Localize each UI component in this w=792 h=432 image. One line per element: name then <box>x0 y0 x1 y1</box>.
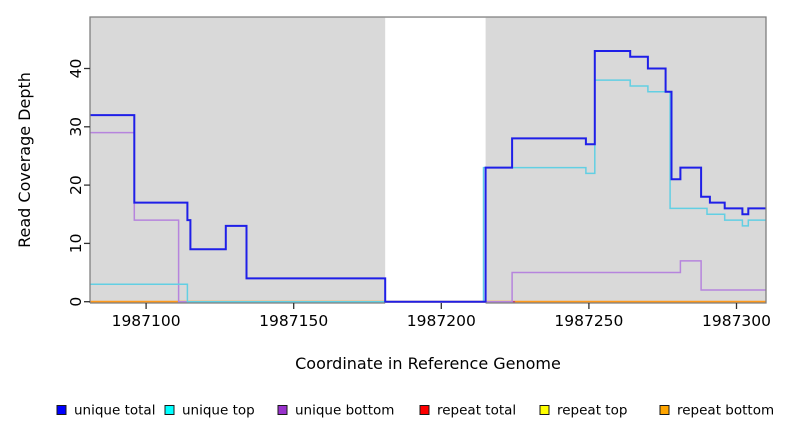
legend-item-repeat-bottom: repeat bottom <box>659 403 774 419</box>
repeat-bottom-swatch-icon <box>659 405 670 415</box>
deletion-gap-band <box>385 17 486 304</box>
repeat-total-swatch-icon <box>419 405 430 415</box>
plot-border <box>89 16 767 304</box>
legend-label: repeat total <box>437 403 516 419</box>
legend-label: unique bottom <box>295 403 394 419</box>
repeat-top-swatch-icon <box>539 405 550 415</box>
legend-label: unique total <box>74 403 155 419</box>
unique-total-line <box>90 50 766 303</box>
legend-item-unique-bottom: unique bottom <box>277 403 394 419</box>
legend-label: repeat bottom <box>677 403 774 419</box>
y-tick-label: 40 <box>67 59 85 79</box>
series-layer <box>90 50 766 303</box>
y-tick-label: 0 <box>67 297 85 307</box>
x-tick-label: 1987300 <box>702 312 771 330</box>
unique-top-line <box>90 79 766 303</box>
x-tick-label: 1987150 <box>259 312 328 330</box>
legend-item-repeat-top: repeat top <box>539 403 627 419</box>
legend-item-unique-top: unique top <box>164 403 255 419</box>
unique-total-swatch-icon <box>56 405 67 415</box>
legend-item-repeat-total: repeat total <box>419 403 516 419</box>
legend-label: repeat top <box>557 403 627 419</box>
x-axis-label: Coordinate in Reference Genome <box>295 354 561 373</box>
y-axis-label: Read Coverage Depth <box>15 72 34 248</box>
x-tick-label: 1987200 <box>407 312 476 330</box>
x-tick-label: 1987100 <box>112 312 181 330</box>
legend-label: unique top <box>182 403 255 419</box>
x-tick-label: 1987250 <box>554 312 623 330</box>
y-tick-label: 20 <box>67 175 85 195</box>
unique-bottom-line <box>90 131 766 303</box>
legend: unique total unique top unique bottom repea… <box>56 403 774 419</box>
y-tick-label: 10 <box>67 234 85 254</box>
y-tick-label: 30 <box>67 117 85 137</box>
legend-item-unique-total: unique total <box>56 403 155 419</box>
unique-top-swatch-icon <box>164 405 175 415</box>
unique-bottom-swatch-icon <box>277 405 288 415</box>
plot-background-layer <box>90 17 766 304</box>
axes-layer: 1987100 1987150 1987200 1987250 1987300 0 10 20… <box>67 16 771 330</box>
